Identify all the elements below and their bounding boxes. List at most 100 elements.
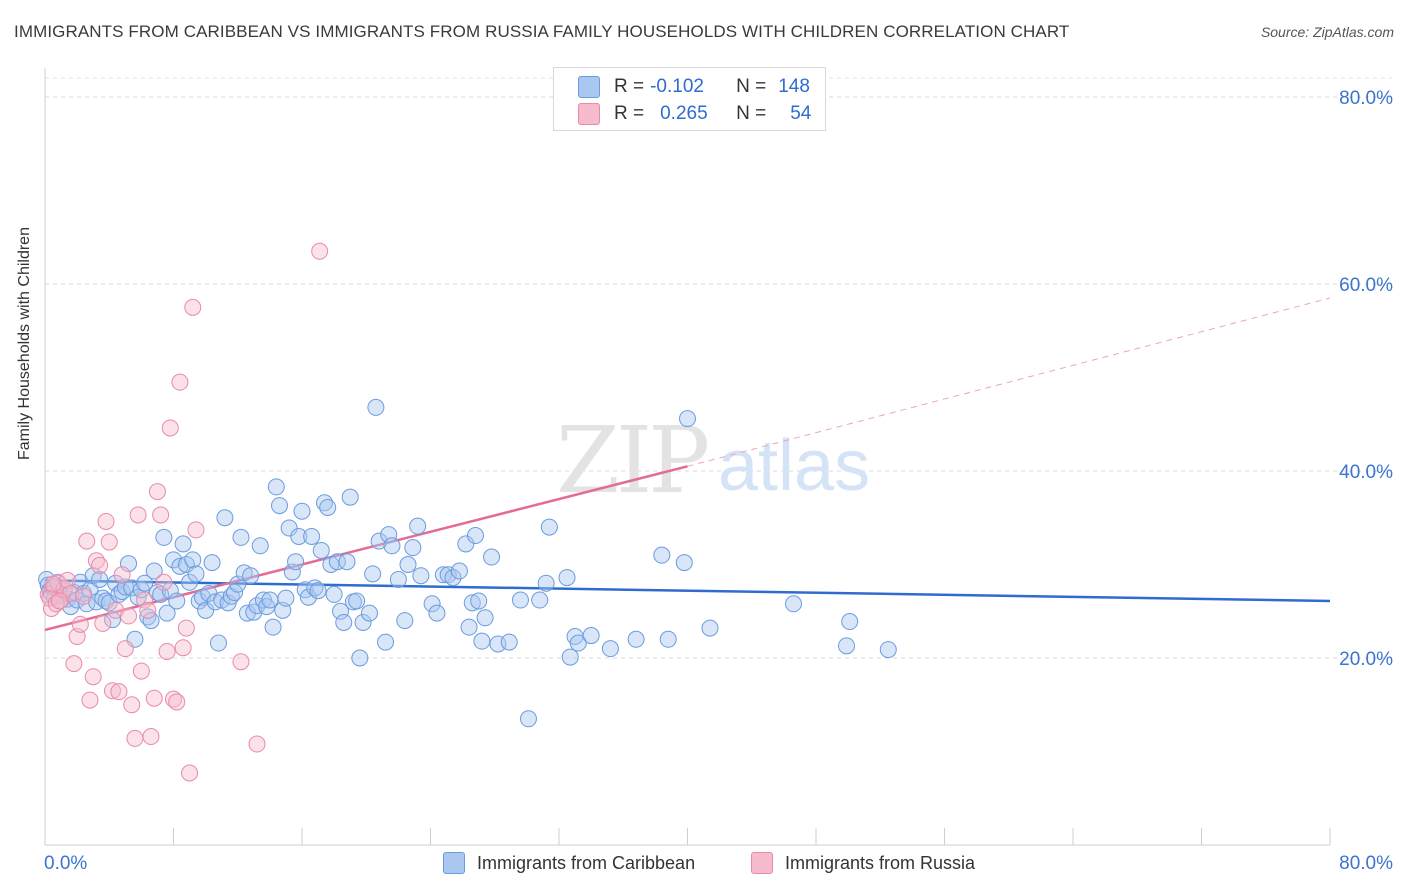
caribbean-point [315,494,333,512]
caribbean-point [232,528,250,546]
caribbean-point [434,566,452,584]
caribbean-point [184,551,202,569]
caribbean-point [142,612,160,630]
russia-point [71,615,89,633]
caribbean-point [103,611,121,629]
caribbean-point [377,633,395,651]
watermark-atlas: atlas [718,426,870,506]
caribbean-point [277,589,295,607]
caribbean-point [290,527,308,545]
caribbean-point [91,570,109,588]
russia-point [132,662,150,680]
caribbean-point [483,548,501,566]
caribbean-point [364,565,382,583]
bottom-legend-label-russia: Immigrants from Russia [785,852,976,873]
caribbean-point [659,630,677,648]
caribbean-point [444,569,462,587]
caribbean-point [306,579,324,597]
chart-title: IMMIGRANTS FROM CARIBBEAN VS IMMIGRANTS … [14,22,1070,41]
y-tick-label: 80.0% [1339,88,1393,109]
russia-point [142,728,160,746]
russia-trend-extension [687,297,1331,467]
n-value-russia: 54 [790,103,812,124]
caribbean-point [283,563,301,581]
axes [44,68,1331,846]
russia-point [171,373,189,391]
y-tick-label: 40.0% [1339,462,1393,483]
caribbean-point [367,398,385,416]
caribbean-point [675,554,693,572]
caribbean-point [206,593,224,611]
y-tick-label: 60.0% [1339,275,1393,296]
russia-point [123,696,141,714]
russia-point [311,242,329,260]
caribbean-point [476,609,494,627]
caribbean-point [328,553,346,571]
caribbean-point [701,619,719,637]
russia-point [248,735,266,753]
caribbean-point [785,595,803,613]
r-label: R = [614,103,645,124]
russia-point [232,653,250,671]
caribbean-point [203,554,221,572]
caribbean-point [470,592,488,610]
caribbean-point [679,410,696,428]
n-value-caribbean: 148 [778,76,810,97]
russia-point [103,682,121,700]
caribbean-point [261,591,279,609]
russia-point [177,619,195,637]
caribbean-point [396,612,414,630]
caribbean-point [209,634,227,652]
n-label: N = [736,76,767,97]
russia-point [120,607,138,625]
caribbean-point [158,604,176,622]
caribbean-point [531,591,549,609]
caribbean-point [264,618,282,636]
russia-point [100,533,118,551]
caribbean-point [389,570,407,588]
y-tick-label: 20.0% [1339,649,1393,670]
caribbean-point [653,546,671,564]
caribbean-point [181,573,199,591]
caribbean-point [62,598,80,616]
caribbean-point [838,637,856,655]
caribbean-point [841,613,859,631]
caribbean-point [332,602,350,620]
caribbean-point [439,566,457,584]
bottom-legend-caribbean: Immigrants from Caribbean [443,852,695,874]
data-points [38,242,897,782]
russia-point [97,512,115,530]
russia-point [75,587,93,605]
bottom-swatch-russia [751,852,773,874]
russia-point [139,601,157,619]
caribbean-point [335,613,353,631]
correlation-legend: R = -0.102 N = 148 R = 0.265 N = 54 [553,67,826,131]
caribbean-point [242,567,260,585]
caribbean-point [216,509,234,527]
caribbean-point [879,641,897,659]
caribbean-point [423,595,441,613]
caribbean-point [428,604,446,622]
russia-point [78,532,96,550]
caribbean-trend-line [44,579,1331,603]
caribbean-point [412,567,430,585]
caribbean-point [463,594,481,612]
caribbean-point [338,553,356,571]
caribbean-point [348,592,366,610]
russia-point [148,483,166,501]
russia-point [155,573,173,591]
caribbean-point [627,630,645,648]
caribbean-point [383,537,401,555]
caribbean-point [409,517,427,535]
caribbean-point [136,574,154,592]
caribbean-point [319,498,337,516]
caribbean-point [325,585,343,603]
legend-row-caribbean: R = -0.102 N = 148 [578,75,810,99]
caribbean-point [466,527,484,545]
caribbean-point [174,535,192,553]
russia-point [50,592,68,610]
caribbean-point [168,592,186,610]
caribbean-point [500,633,518,651]
r-value-russia: 0.265 [660,103,708,124]
